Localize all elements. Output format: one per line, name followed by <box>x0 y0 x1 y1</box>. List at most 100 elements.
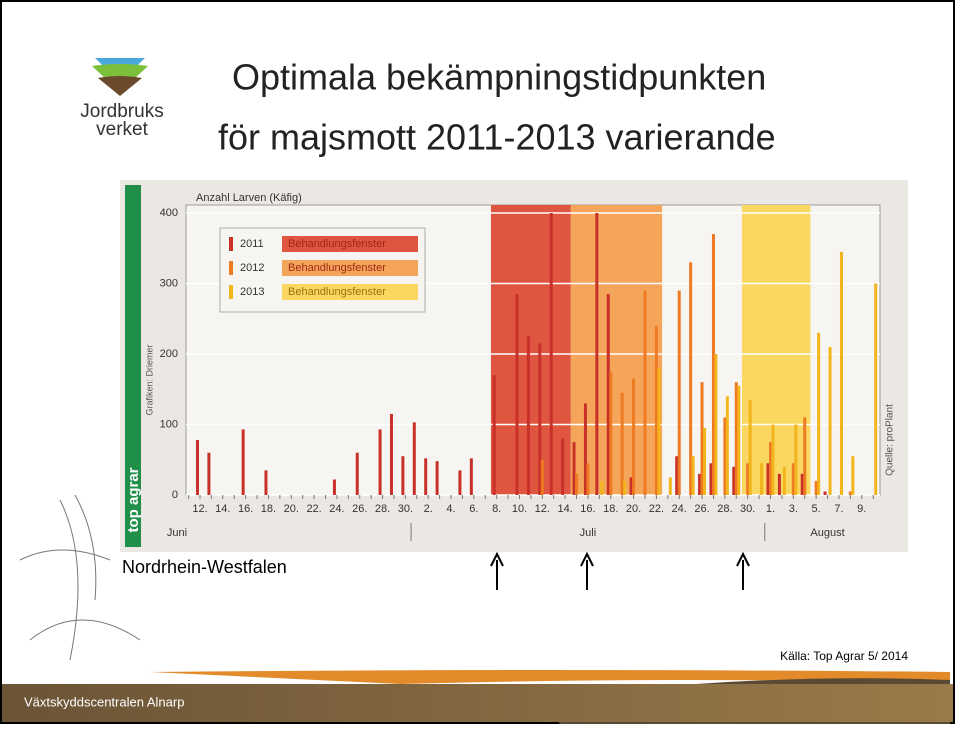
bar <box>643 291 646 495</box>
legend-swatch <box>229 285 233 299</box>
bar <box>207 453 210 495</box>
bar <box>794 425 797 496</box>
legend-window-label: Behandlungsfenster <box>288 238 386 250</box>
legend-label: 2011 <box>240 238 264 250</box>
bar <box>817 333 820 495</box>
x-tick-label: 12. <box>192 503 207 515</box>
legend-window-label: Behandlungsfenster <box>288 286 386 298</box>
bar <box>413 422 416 495</box>
bar <box>595 213 598 495</box>
x-tick-label: 10. <box>512 503 527 515</box>
y-tick-label: 200 <box>160 348 178 360</box>
bar <box>737 386 740 495</box>
bar <box>390 414 393 495</box>
bar <box>632 379 635 495</box>
x-tick-label: 7. <box>834 503 843 515</box>
bar <box>541 460 544 495</box>
bar <box>623 481 626 495</box>
bar <box>703 428 706 495</box>
bar <box>778 474 781 495</box>
y-tick-label: 400 <box>160 207 178 219</box>
bar <box>264 470 267 495</box>
x-tick-label: 24. <box>329 503 344 515</box>
bar <box>726 396 729 495</box>
x-tick-label: 30. <box>740 503 755 515</box>
credit: Grafiken: Driemer <box>144 344 154 415</box>
y-tick-label: 300 <box>160 277 178 289</box>
caption: Nordrhein-Westfalen <box>122 557 287 577</box>
y-tick-label: 100 <box>160 418 178 430</box>
x-tick-label: 20. <box>626 503 641 515</box>
brand: top agrar <box>125 467 142 532</box>
x-tick-label: 2. <box>424 503 433 515</box>
bar <box>851 456 854 495</box>
x-tick-label: 4. <box>446 503 455 515</box>
x-tick-label: 26. <box>352 503 367 515</box>
month-label: Juli <box>580 527 597 539</box>
month-label: Juni <box>167 527 187 539</box>
x-tick-label: 1. <box>766 503 775 515</box>
logo-text: verket <box>96 119 148 140</box>
slide-title: för majsmott 2011-2013 varierande <box>218 117 776 158</box>
bar <box>657 368 660 495</box>
footer-text: Växtskyddscentralen Alnarp <box>24 694 184 709</box>
bar <box>436 461 439 495</box>
bar <box>772 425 775 496</box>
slide-title: Optimala bekämpningstidpunkten <box>232 57 766 98</box>
x-tick-label: 14. <box>215 503 230 515</box>
bar <box>196 440 199 495</box>
bar <box>783 467 786 495</box>
legend-window-label: Behandlungsfenster <box>288 262 386 274</box>
credit: Quelle: proPlant <box>885 404 896 476</box>
x-tick-label: 22. <box>649 503 664 515</box>
plot-area: 0 100 200 300 400 12. 14. 16. 18. 20. 22. 24. 26. 28.… <box>160 205 880 541</box>
bar <box>692 456 695 495</box>
x-tick-label: 16. <box>580 503 595 515</box>
x-tick-label: 16. <box>238 503 253 515</box>
source: Källa: Top Agrar 5/ 2014 <box>780 649 908 663</box>
treatment-window <box>742 205 810 495</box>
x-tick-label: 6. <box>469 503 478 515</box>
x-tick-label: 8. <box>492 503 501 515</box>
bar <box>379 429 382 495</box>
bar <box>424 458 427 495</box>
bar <box>803 417 806 495</box>
bar <box>515 294 518 495</box>
bar <box>760 463 763 495</box>
x-tick-label: 5. <box>812 503 821 515</box>
bar <box>493 375 496 495</box>
bar <box>678 291 681 495</box>
slide: Jordbruks verket Optimala bekämpningstid… <box>0 0 955 724</box>
bar <box>824 491 827 495</box>
x-tick-label: 18. <box>261 503 276 515</box>
legend-label: 2013 <box>240 286 264 298</box>
bar <box>874 284 877 496</box>
x-tick-label: 30. <box>398 503 413 515</box>
x-tick-label: 28. <box>717 503 732 515</box>
bar <box>609 372 612 495</box>
bar <box>242 429 245 495</box>
bar <box>600 481 603 495</box>
bar <box>550 213 553 495</box>
bar <box>401 456 404 495</box>
x-tick-label: 20. <box>284 503 299 515</box>
y-axis-label: Anzahl Larven (Käfig) <box>196 192 302 204</box>
x-tick-label: 18. <box>603 503 618 515</box>
legend-swatch <box>229 237 233 251</box>
x-tick-label: 26. <box>694 503 709 515</box>
bar <box>470 458 473 495</box>
bar <box>829 347 832 495</box>
y-tick-label: 0 <box>172 489 178 501</box>
bar <box>749 400 752 495</box>
x-tick-label: 22. <box>306 503 321 515</box>
x-tick-label: 14. <box>557 503 572 515</box>
bar <box>621 393 624 495</box>
bar <box>527 336 530 495</box>
bar <box>575 474 578 495</box>
treatment-window <box>491 205 571 495</box>
bar <box>840 252 843 495</box>
bar <box>586 463 589 495</box>
legend-label: 2012 <box>240 262 264 274</box>
bar <box>333 479 336 495</box>
legend-swatch <box>229 261 233 275</box>
